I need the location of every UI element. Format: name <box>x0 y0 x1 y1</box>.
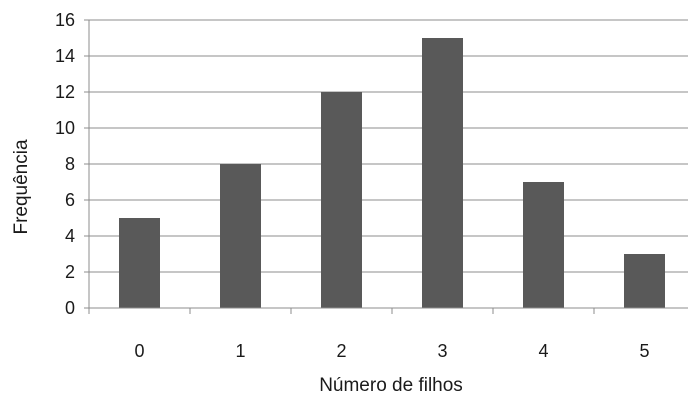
bar-5 <box>624 254 665 308</box>
axes <box>84 19 688 314</box>
y-tick-label: 4 <box>65 226 75 246</box>
bar-4 <box>523 182 564 308</box>
y-tick-label: 0 <box>65 298 75 318</box>
gridlines <box>89 19 688 273</box>
x-tick-label: 4 <box>538 341 548 361</box>
x-tick-label: 0 <box>134 341 144 361</box>
bar-1 <box>220 164 261 308</box>
x-tick-label: 2 <box>336 341 346 361</box>
x-tick-labels: 0 1 2 3 4 5 <box>134 341 649 361</box>
bar-2 <box>321 92 362 308</box>
x-tick-label: 5 <box>639 341 649 361</box>
x-tick-label: 1 <box>235 341 245 361</box>
y-tick-label: 6 <box>65 190 75 210</box>
bar-3 <box>422 38 463 308</box>
bar-0 <box>119 218 160 308</box>
x-tick-label: 3 <box>437 341 447 361</box>
bars <box>119 38 665 308</box>
x-axis-title: Número de filhos <box>319 375 463 396</box>
y-tick-label: 16 <box>55 10 75 30</box>
y-tick-label: 8 <box>65 154 75 174</box>
y-tick-label: 2 <box>65 262 75 282</box>
y-tick-labels: 0 2 4 6 8 10 12 14 16 <box>55 10 75 318</box>
y-tick-label: 14 <box>55 46 75 66</box>
y-axis-title: Frequência <box>11 139 32 234</box>
y-tick-label: 10 <box>55 118 75 138</box>
y-tick-label: 12 <box>55 82 75 102</box>
